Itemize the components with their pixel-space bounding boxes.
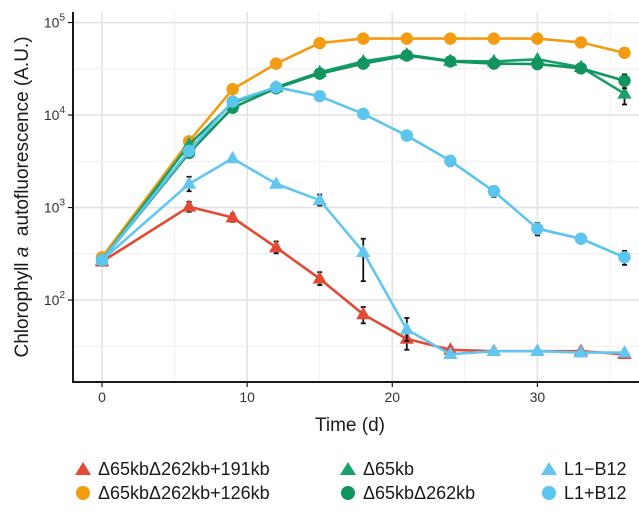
data-point	[444, 55, 457, 68]
data-point	[313, 36, 326, 50]
legend-item-series-6: L1+B12	[538, 482, 627, 504]
legend-item-series-2: Δ65kbΔ262kb+126kb	[72, 482, 270, 504]
data-point	[269, 80, 283, 94]
data-point	[269, 239, 284, 253]
data-point	[225, 150, 240, 164]
data-point	[269, 57, 283, 70]
data-point	[618, 251, 631, 264]
legend: Δ65kbΔ262kb+191kb Δ65kbΔ262kb+126kb Δ65k…	[0, 446, 639, 519]
data-point	[617, 86, 632, 99]
legend-item-series-4: Δ65kbΔ262kb	[337, 482, 475, 504]
plot-background	[73, 12, 639, 382]
legend-label: L1+B12	[564, 483, 627, 503]
data-point	[181, 176, 197, 189]
x-tick-label: 30	[530, 389, 546, 405]
x-tick-label: 10	[239, 389, 255, 405]
data-point	[487, 57, 501, 70]
legend-label: Δ65kbΔ262kb+191kb	[98, 459, 270, 479]
data-point	[618, 46, 631, 60]
legend-label: Δ65kbΔ262kb+126kb	[98, 483, 270, 503]
data-point	[530, 343, 545, 357]
x-tick-label: 20	[384, 389, 400, 405]
data-point	[399, 322, 414, 335]
y-tick-label: 102	[44, 290, 66, 308]
data-point	[574, 232, 588, 245]
legend-item-series-1: Δ65kbΔ262kb+191kb	[72, 458, 270, 480]
data-point	[181, 199, 197, 212]
legend-label: Δ65kb	[363, 459, 415, 479]
data-point	[400, 49, 413, 62]
data-point	[269, 176, 284, 189]
triangle-marker-icon	[541, 462, 557, 475]
triangle-marker-icon	[75, 462, 91, 475]
series-line	[100, 54, 626, 262]
circle-marker-icon	[542, 486, 556, 500]
triangle-marker-icon	[340, 462, 356, 475]
y-tick-label: 103	[44, 198, 66, 216]
data-point	[356, 244, 371, 257]
series-line	[100, 37, 626, 259]
y-axis-label: Chlorophyll a autofluorescence (A.U.)	[12, 36, 33, 357]
data-point	[312, 271, 327, 284]
series-6	[95, 80, 631, 267]
data-point	[487, 185, 501, 198]
data-point	[95, 253, 109, 267]
y-axis-label-part-1: Chlorophyll	[12, 257, 33, 357]
data-point	[357, 107, 370, 121]
y-tick-label: 104	[44, 105, 66, 123]
data-point	[573, 345, 589, 358]
axis-ticks: 0 10 20 30 102 103 104 105	[44, 13, 546, 405]
circle-marker-icon	[76, 486, 90, 500]
data-point	[226, 95, 239, 108]
data-point	[444, 154, 457, 168]
data-point	[531, 222, 544, 235]
data-point	[357, 32, 370, 45]
data-point	[443, 346, 458, 360]
legend-label: Δ65kbΔ262kb	[363, 483, 476, 503]
data-point	[400, 129, 413, 142]
data-point	[313, 67, 326, 80]
data-point	[574, 62, 588, 75]
x-tick-label: 0	[98, 389, 106, 405]
legend-item-series-5: L1−B12	[538, 458, 627, 480]
series-layer	[94, 32, 632, 360]
data-point	[444, 32, 457, 45]
data-point	[400, 32, 413, 45]
data-point	[356, 306, 371, 320]
circle-marker-icon	[341, 486, 355, 500]
data-point	[182, 144, 196, 158]
y-axis-label-italic: a	[12, 247, 33, 258]
data-point	[313, 89, 326, 103]
y-axis-label-part-2: autofluorescence (A.U.)	[12, 36, 33, 246]
data-point	[357, 57, 370, 70]
data-point	[312, 192, 327, 206]
series-line	[100, 157, 626, 356]
y-tick-label: 105	[44, 13, 66, 31]
series-5	[94, 150, 632, 360]
data-point	[574, 36, 588, 49]
data-point	[617, 345, 632, 358]
data-point	[531, 57, 544, 71]
legend-item-series-3: Δ65kb	[337, 458, 414, 480]
data-point	[226, 83, 239, 96]
data-point	[225, 210, 240, 223]
data-point	[531, 32, 544, 45]
legend-label: L1−B12	[564, 459, 627, 479]
data-point	[486, 343, 501, 357]
data-point	[618, 74, 631, 87]
x-axis-label: Time (d)	[315, 415, 385, 436]
data-point	[487, 32, 501, 45]
series-line	[100, 85, 626, 262]
